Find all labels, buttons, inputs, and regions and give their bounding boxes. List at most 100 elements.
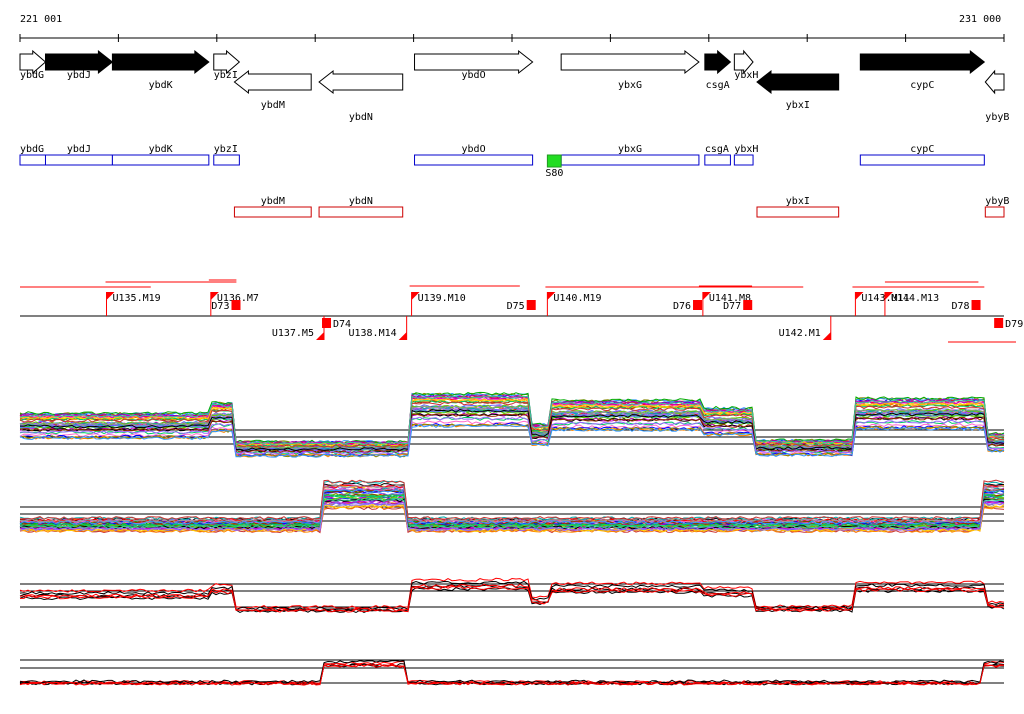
gene-box-label: ybdK (149, 144, 173, 155)
gene-label: csgA (706, 80, 730, 91)
expression-line (19, 488, 1005, 525)
gene-box-label: ybdG (20, 144, 44, 155)
expression-line (19, 660, 1005, 684)
downstream-marker (231, 300, 241, 310)
gene-box-track: ybdG ybdJ ybdK ybzI ybdM ybdN ybdO ybxG csgA ybxH… (19, 144, 1009, 218)
downstream-label: D78 (951, 301, 969, 312)
downstream-marker (971, 300, 981, 310)
expression-line (19, 391, 1005, 444)
gene-feature-box (756, 206, 840, 218)
expression-track-4 (19, 659, 1005, 686)
expression-line (19, 660, 1005, 685)
gene-box-label: ybdN (349, 196, 373, 207)
downstream-marker (322, 318, 332, 328)
expression-line (19, 585, 1005, 613)
expression-line (19, 413, 1005, 454)
gene-label: ybxI (786, 100, 810, 111)
gene-arrow-track: ybdG ybdJ ybdK ybzI ybdM ybdN ybdO ybxG csgA ybxH… (19, 49, 1009, 123)
gene-arrow (19, 49, 47, 75)
downstream-label: D79 (1005, 319, 1023, 330)
downstream-label: D74 (333, 319, 351, 330)
segment-start-flag (702, 292, 711, 300)
expression-line (19, 401, 1005, 448)
gene-label: ybxG (618, 80, 642, 91)
segment-label: U140.M19 (553, 293, 601, 304)
expression-line (19, 484, 1005, 523)
gene-box-label: ybxG (618, 144, 642, 155)
segment-label: U144.M13 (891, 293, 939, 304)
segment-start-flag (398, 332, 407, 340)
gene-feature-box (233, 206, 312, 218)
gene-label: ybdJ (67, 70, 91, 81)
segment-label: U137.M5 (272, 328, 314, 339)
gene-label: ybzI (214, 70, 238, 81)
ruler-end-label: 231 000 (959, 14, 1001, 25)
gene-label: ybdM (261, 100, 285, 111)
downstream-marker (693, 300, 703, 310)
expression-line (19, 663, 1005, 686)
gene-label: ybdN (349, 112, 373, 123)
marker-box (546, 154, 562, 168)
gene-feature-box (19, 154, 46, 166)
gene-arrow (44, 49, 114, 75)
expression-line (19, 404, 1005, 450)
downstream-label: D76 (673, 301, 691, 312)
expression-line (19, 484, 1005, 523)
expression-line (20, 408, 1005, 452)
gene-arrow (318, 69, 404, 95)
segment-label: U136.M7 (217, 293, 259, 304)
gene-arrow (414, 49, 534, 75)
segment-label: U141.M8 (709, 293, 751, 304)
gene-box-label: ybdM (261, 196, 285, 207)
segment-label: U139.M10 (418, 293, 466, 304)
segment-start-flag (855, 292, 864, 300)
gene-box-label: cypC (910, 144, 934, 155)
downstream-marker (526, 300, 536, 310)
gene-label: ybdO (462, 70, 486, 81)
gene-feature-box (984, 206, 1005, 218)
expression-track-2 (19, 479, 1005, 534)
gene-arrow (560, 49, 700, 75)
gene-feature-box (111, 154, 210, 166)
downstream-label: D75 (507, 301, 525, 312)
expression-track-3 (19, 577, 1005, 614)
expression-line (20, 479, 1005, 521)
ruler-start-label: 221 001 (20, 14, 62, 25)
segment-label: U142.M1 (779, 328, 821, 339)
downstream-label: D77 (723, 301, 741, 312)
expression-track-1 (19, 391, 1005, 458)
gene-label: ybdK (149, 80, 173, 91)
gene-feature-box (213, 154, 240, 166)
gene-feature-box (733, 154, 754, 166)
expression-line (19, 423, 1005, 458)
expression-line (19, 404, 1005, 450)
segment-start-flag (884, 292, 893, 300)
expression-line (19, 484, 1005, 523)
downstream-marker (743, 300, 753, 310)
coordinate-ruler: 221 001 231 000 (19, 14, 1005, 42)
gene-feature-box (414, 154, 534, 166)
expression-line (19, 482, 1005, 522)
gene-label: cypC (910, 80, 934, 91)
expression-line (19, 498, 1005, 530)
gene-arrow (111, 49, 210, 75)
downstream-label: D73 (211, 301, 229, 312)
gene-feature-box (704, 154, 731, 166)
segment-label: U135.M19 (113, 293, 161, 304)
segment-start-flag (411, 292, 420, 300)
gene-arrow (984, 69, 1005, 95)
gene-box-label: csgA (705, 144, 729, 155)
segment-start-flag (547, 292, 556, 300)
gene-arrow (704, 49, 732, 75)
gene-label: ybyB (985, 112, 1009, 123)
gene-feature-box (318, 206, 404, 218)
gene-box-label: ybxI (786, 196, 810, 207)
gene-arrow (756, 69, 840, 95)
gene-box-label: ybdJ (67, 144, 91, 155)
gene-box-label: ybzI (214, 144, 238, 155)
gene-label: ybdG (20, 70, 44, 81)
gene-arrow (213, 49, 241, 75)
expression-line (19, 416, 1005, 455)
